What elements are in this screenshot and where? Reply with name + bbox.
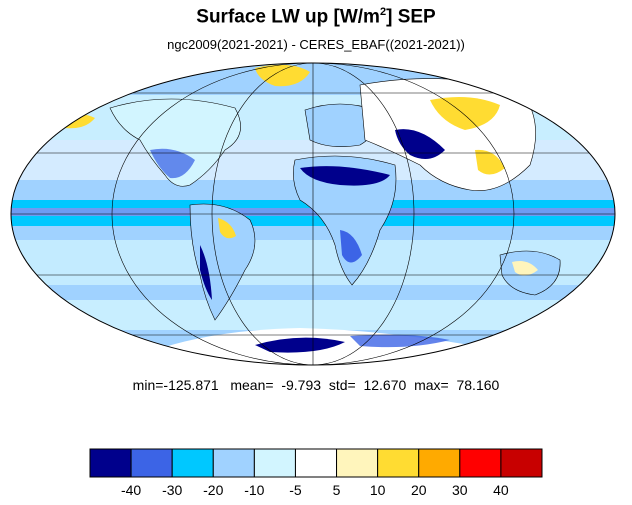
antarctica-dark — [255, 337, 345, 353]
stat-max-label: max= — [414, 377, 449, 393]
south-america-warm — [218, 218, 236, 239]
map-outline — [10, 62, 616, 366]
stat-mean: -9.793 — [281, 377, 322, 393]
colorbar-tick-label: 5 — [333, 482, 341, 498]
colorbar-tick-label: 20 — [411, 482, 427, 498]
south-america — [189, 203, 256, 321]
title-text: Surface LW up [W/m — [196, 6, 380, 28]
title-suffix: ] SEP — [386, 6, 436, 28]
antarctica-blue — [350, 334, 450, 348]
north-america — [109, 98, 241, 187]
asia-dark — [395, 129, 445, 159]
colorbar-swatch — [253, 448, 296, 478]
colorbar-swatch — [212, 448, 255, 478]
colorbar-tick-label: 10 — [370, 482, 386, 498]
south-america-dark — [200, 245, 212, 300]
colorbar-tick-label: 30 — [452, 482, 468, 498]
title-superscript: 2 — [379, 6, 387, 18]
africa-dark — [300, 166, 390, 186]
africa — [293, 155, 397, 286]
stat-max: 78.160 — [456, 377, 500, 393]
colorbar-swatch — [171, 448, 214, 478]
asia-warm — [430, 96, 500, 130]
colorbar-tick-label: -5 — [289, 482, 302, 498]
colorbar-tick-label: 40 — [493, 482, 509, 498]
colorbar-swatch — [459, 448, 502, 478]
statistics-line: min=-125.871 mean= -9.793 std= 12.670 ma… — [0, 377, 632, 393]
colorbar-tick-label: -30 — [162, 482, 182, 498]
world-map — [10, 62, 616, 366]
plot-title: Surface LW up [W/m2] SEP — [0, 6, 632, 28]
colorbar-tick-label: -10 — [244, 482, 264, 498]
north-america-blue — [150, 148, 195, 179]
stat-std: 12.670 — [363, 377, 407, 393]
colorbar-swatch — [418, 448, 461, 478]
australia-warm — [512, 261, 538, 276]
stat-std-label: std= — [328, 377, 356, 393]
colorbar-swatch — [336, 448, 379, 478]
stat-min-label: min= — [132, 377, 164, 393]
colorbar-swatch — [89, 448, 132, 478]
stat-mean-label: mean= — [230, 377, 274, 393]
colorbar-swatch — [130, 448, 173, 478]
africa-dark — [340, 230, 362, 263]
asia-warm — [475, 149, 505, 175]
colorbar-swatch — [377, 448, 420, 478]
colorbar-swatch — [294, 448, 338, 478]
colorbar-tick-label: -20 — [203, 482, 223, 498]
arctic-warm — [255, 64, 310, 87]
plot-subtitle: ngc2009(2021-2021) - CERES_EBAF((2021-20… — [167, 37, 465, 52]
stat-min: -125.871 — [163, 377, 219, 393]
colorbar-swatch — [500, 448, 543, 478]
colorbar-tick-label: -40 — [121, 482, 141, 498]
